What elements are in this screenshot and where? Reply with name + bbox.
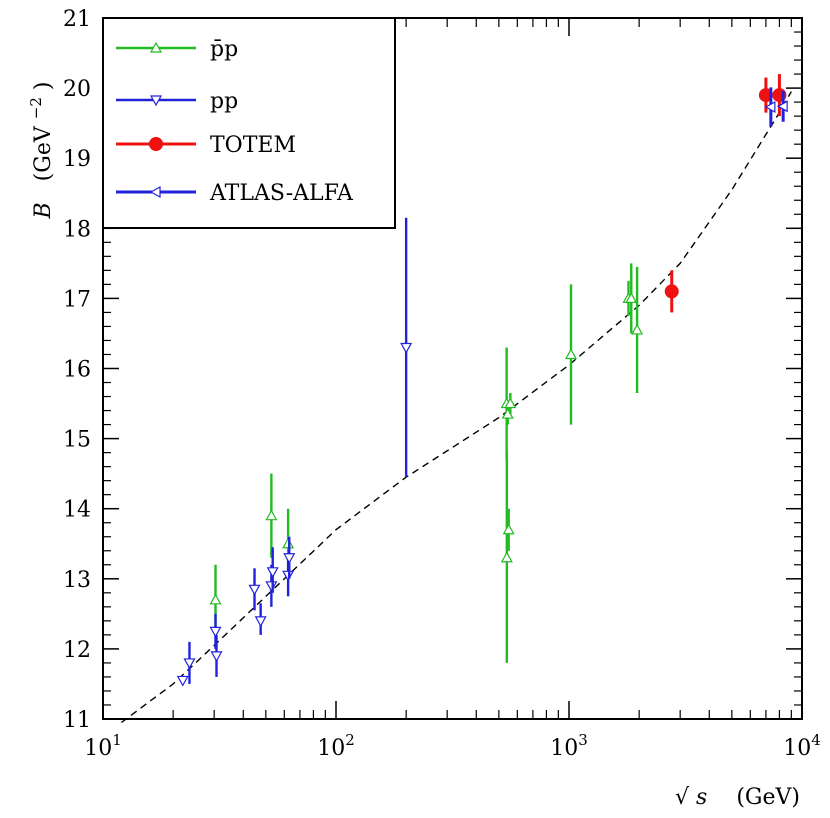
y-axis-label-var: B <box>31 202 56 219</box>
x-tick-label: 101 <box>84 731 122 761</box>
legend-marker-pp <box>149 95 163 107</box>
data-point-pp <box>209 626 222 638</box>
data-point-pp <box>183 658 196 670</box>
data-point-pp <box>283 553 296 565</box>
x-tick-label-exp: 4 <box>811 731 821 749</box>
y-tick-label: 16 <box>63 358 91 383</box>
series-ppbar <box>209 263 644 663</box>
data-point-pp <box>210 651 223 663</box>
x-tick-label-exp: 2 <box>345 731 355 749</box>
data-point-totem <box>664 284 679 299</box>
x-tick-label: 104 <box>783 731 821 761</box>
y-tick-label: 20 <box>63 77 91 102</box>
data-point-ppbar <box>209 593 222 605</box>
y-tick-label: 15 <box>63 428 91 453</box>
fit-curve-layer <box>120 91 792 724</box>
legend-marker-atlas <box>149 185 161 199</box>
x-tick-label-exp: 3 <box>578 731 588 749</box>
data-point-pp <box>266 567 279 579</box>
legend-label-totem: TOTEM <box>210 133 296 158</box>
data-point-ppbar <box>504 397 517 409</box>
data-point-ppbar <box>625 292 638 303</box>
series-atlas <box>764 87 788 127</box>
legend-marker-ppbar <box>149 41 163 53</box>
x-tick-label-base: 10 <box>84 736 112 761</box>
series-pp <box>176 217 413 687</box>
plot-frame <box>102 17 803 720</box>
data-point-totem <box>758 88 773 103</box>
legend-label-ppbar: p̄p <box>210 37 238 62</box>
x-tick-label-base: 10 <box>317 736 345 761</box>
x-tick-label-base: 10 <box>550 736 578 761</box>
x-tick-label: 103 <box>550 731 588 761</box>
data-point-pp <box>254 616 267 628</box>
y-axis-label-unit: (GeV <box>31 125 56 181</box>
y-tick-label: 17 <box>63 287 91 312</box>
data-point-pp <box>176 675 189 687</box>
y-tick-label: 14 <box>63 498 91 523</box>
x-axis-label: √ s (GeV) <box>675 785 800 810</box>
y-tick-label: 13 <box>63 568 91 593</box>
data-point-ppbar <box>564 348 578 360</box>
data-point-pp <box>248 584 261 596</box>
y-tick-label: 11 <box>63 708 91 733</box>
x-axis-label-unit: (GeV) <box>736 785 800 810</box>
x-tick-label: 102 <box>317 731 355 761</box>
data-point-ppbar <box>502 523 515 535</box>
y-axis-label: B (GeV −2 ) <box>22 82 56 220</box>
y-tick-label: 21 <box>63 7 91 32</box>
data-points-layer <box>176 74 788 687</box>
x-axis-label-radical: √ <box>675 785 690 810</box>
y-tick-label: 12 <box>63 638 91 663</box>
y-tick-label: 19 <box>63 147 91 172</box>
y-axis-label-exp: −2 <box>27 97 45 119</box>
y-tick-label: 18 <box>63 217 91 242</box>
data-point-pp <box>265 581 278 593</box>
data-point-atlas <box>776 100 788 113</box>
x-axis-label-var: s <box>696 785 707 810</box>
data-point-ppbar <box>500 551 513 563</box>
series-totem <box>664 74 787 313</box>
legend-marker-totem <box>149 137 163 151</box>
data-point-pp <box>400 342 413 354</box>
fit-curve-line <box>120 91 792 724</box>
data-point-atlas <box>764 101 776 114</box>
data-point-ppbar <box>631 323 644 335</box>
legend-label-atlas: ATLAS-ALFA <box>209 181 354 206</box>
data-point-ppbar <box>265 509 278 521</box>
y-axis-label-close: ) <box>31 82 56 91</box>
legend-label-pp: pp <box>210 89 238 114</box>
x-tick-label-base: 10 <box>783 736 811 761</box>
x-tick-label-exp: 1 <box>112 731 122 749</box>
legend: p̄p pp TOTEM ATLAS-ALFA <box>102 17 396 229</box>
